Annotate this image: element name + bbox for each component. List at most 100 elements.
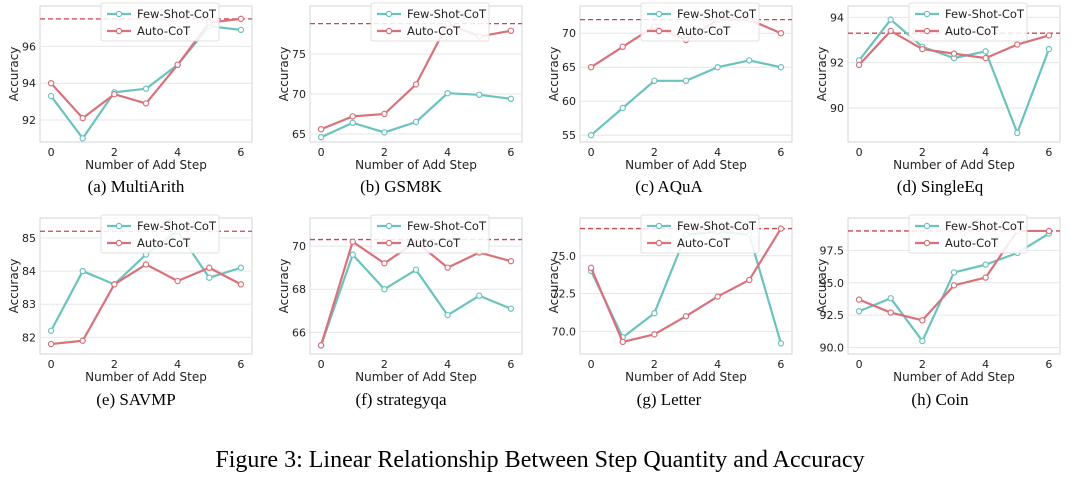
data-point (507, 305, 515, 312)
subfigure-caption: (c) AQuA (635, 177, 703, 196)
x-tick-label: 4 (982, 146, 989, 159)
legend-marker (115, 27, 123, 35)
x-tick-label: 4 (714, 358, 721, 371)
data-point (47, 340, 55, 348)
data-point (982, 261, 989, 268)
y-tick-label: 83 (22, 298, 36, 311)
data-point (682, 313, 690, 320)
data-point (950, 282, 958, 289)
x-tick-label: 4 (714, 146, 721, 159)
x-tick-label: 6 (777, 146, 784, 159)
y-tick-label: 82 (22, 331, 36, 344)
subfigure-caption: (b) GSM8K (360, 177, 442, 196)
data-point (887, 295, 894, 302)
y-tick-label: 85 (22, 232, 36, 245)
legend-marker (115, 222, 123, 230)
data-point (142, 261, 150, 268)
data-point (887, 16, 894, 23)
data-point (855, 61, 863, 69)
y-tick-label: 68 (292, 283, 306, 296)
data-point (682, 77, 690, 85)
data-point (174, 61, 181, 69)
data-point (619, 43, 626, 51)
data-point (349, 238, 356, 245)
data-point (381, 129, 388, 136)
subfigure-caption: (a) MultiArith (87, 177, 185, 196)
chart-gsm8k: 65 70 75 0 2 4 6 Number of Add Step Accuracy Few-… (277, 2, 523, 172)
y-tick-label: 55 (562, 129, 576, 142)
data-point (349, 251, 356, 258)
x-tick-label: 2 (111, 146, 118, 159)
legend-label: Auto-CoT (137, 236, 191, 250)
legend-label: Auto-CoT (407, 236, 461, 250)
figure-caption: Figure 3: Linear Relationship Between St… (215, 447, 865, 473)
data-point (1045, 227, 1053, 235)
x-tick-label: 6 (1045, 146, 1052, 159)
data-point (47, 327, 55, 334)
data-point (919, 45, 926, 53)
data-point (619, 104, 626, 112)
y-tick-label: 70.0 (552, 325, 577, 338)
data-point (950, 50, 958, 57)
x-axis-label: Number of Add Step (85, 370, 207, 384)
data-point (237, 264, 245, 271)
y-tick-label: 92 (22, 114, 36, 127)
x-tick-label: 0 (48, 146, 55, 159)
x-tick-label: 4 (444, 358, 451, 371)
chart-strategyqa: 66 68 70 0 2 4 6 Number of Add Step Accuracy Few-… (277, 214, 523, 384)
data-point (349, 113, 356, 120)
data-point (476, 292, 483, 299)
data-point (714, 293, 721, 300)
data-point (206, 274, 213, 281)
y-tick-label: 70 (292, 88, 306, 101)
data-point (79, 337, 86, 344)
data-point (317, 125, 325, 133)
legend-marker (923, 222, 931, 230)
data-point (206, 264, 213, 271)
data-point (919, 317, 926, 324)
legend-marker (655, 27, 663, 35)
y-tick-label: 94 (22, 77, 36, 90)
data-point (444, 311, 451, 319)
legend-marker (655, 222, 663, 230)
y-axis-label: Accuracy (7, 47, 21, 102)
y-tick-label: 70 (292, 240, 306, 253)
data-point (381, 260, 388, 267)
data-point (412, 81, 420, 88)
legend-marker (923, 27, 931, 35)
data-point (412, 266, 420, 274)
data-point (174, 277, 181, 285)
legend-marker (385, 10, 393, 18)
y-tick-label: 97.5 (820, 244, 845, 257)
subfigure-caption: (h) Coin (911, 390, 969, 409)
x-axis-label: Number of Add Step (355, 370, 477, 384)
data-point (79, 135, 86, 142)
data-point (982, 274, 989, 281)
data-point (111, 91, 118, 98)
y-tick-label: 95.0 (820, 277, 845, 290)
data-point (777, 225, 785, 232)
x-tick-label: 6 (1045, 358, 1052, 371)
y-axis-label: Accuracy (815, 259, 829, 314)
data-point (887, 27, 894, 35)
x-tick-label: 0 (856, 358, 863, 371)
data-point (746, 57, 753, 64)
data-point (855, 308, 863, 315)
y-tick-label: 94 (830, 11, 844, 24)
data-point (317, 133, 325, 141)
data-point (1014, 41, 1021, 48)
y-tick-label: 92 (830, 57, 844, 70)
y-axis-label: Accuracy (277, 47, 291, 102)
legend-marker (385, 239, 393, 247)
x-tick-label: 2 (381, 146, 388, 159)
x-tick-label: 6 (237, 146, 244, 159)
data-point (587, 131, 595, 139)
data-point (79, 114, 86, 122)
x-tick-label: 4 (982, 358, 989, 371)
x-tick-label: 0 (318, 358, 325, 371)
chart-letter: 70.0 72.5 75.0 0 2 4 6 Number of Add Step Accura… (547, 214, 793, 384)
x-tick-label: 2 (381, 358, 388, 371)
data-point (982, 48, 989, 55)
data-point (111, 281, 118, 288)
